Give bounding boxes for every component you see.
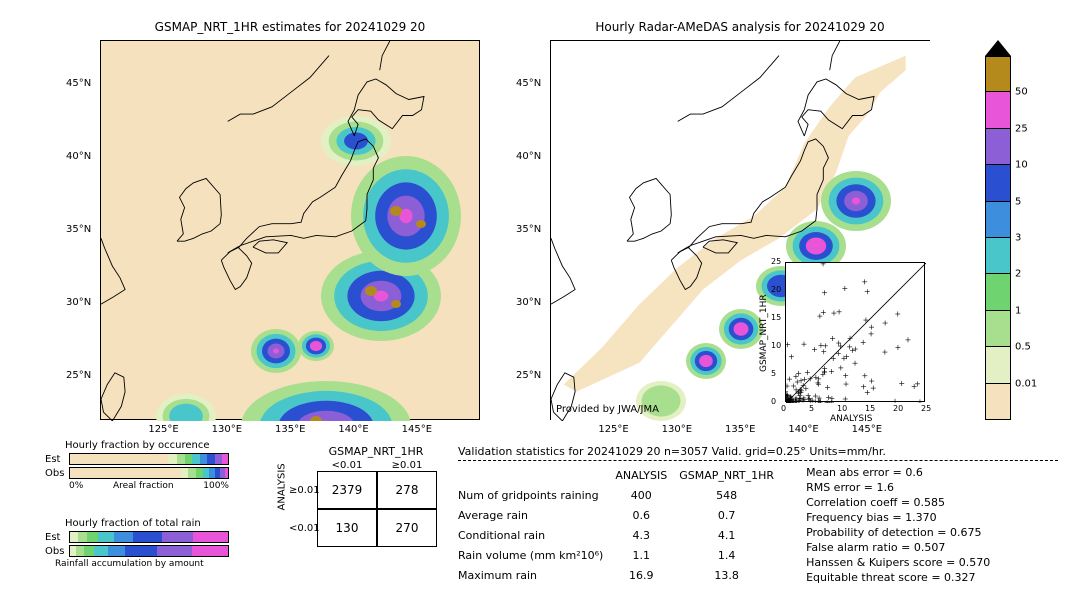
right-map-title: Hourly Radar-AMeDAS analysis for 2024102… xyxy=(550,20,930,34)
lon-tick: 145°E xyxy=(852,424,882,435)
left-map-panel xyxy=(100,40,480,420)
colorbar-tick: 2 xyxy=(1015,269,1021,280)
lat-tick: 40°N xyxy=(66,151,91,162)
validation-stats: Validation statistics for 20241029 20 n=… xyxy=(458,445,1058,585)
lon-tick: 140°E xyxy=(338,424,368,435)
lon-tick: 135°E xyxy=(275,424,305,435)
lat-tick: 45°N xyxy=(66,78,91,89)
lat-tick: 30°N xyxy=(516,297,541,308)
lon-tick: 130°E xyxy=(212,424,242,435)
validation-metrics: Mean abs error = 0.6RMS error = 1.6Corre… xyxy=(806,465,990,585)
colorbar-tick: 5 xyxy=(1015,196,1021,207)
validation-table: ANALYSISGSMAP_NRT_1HRNum of gridpoints r… xyxy=(458,465,786,585)
colorbar-tick: 10 xyxy=(1015,160,1028,171)
colorbar-tick: 0.01 xyxy=(1015,378,1037,389)
scatter-inset xyxy=(785,262,925,402)
colorbar-tick: 1 xyxy=(1015,305,1021,316)
lon-tick: 140°E xyxy=(788,424,818,435)
lat-tick: 35°N xyxy=(516,224,541,235)
lat-tick: 45°N xyxy=(516,78,541,89)
colorbar-tick: 25 xyxy=(1015,123,1028,134)
provider-note: Provided by JWA/JMA xyxy=(556,404,659,415)
lat-tick: 25°N xyxy=(516,370,541,381)
lat-tick: 35°N xyxy=(66,224,91,235)
left-map-title: GSMAP_NRT_1HR estimates for 20241029 20 xyxy=(100,20,480,34)
lat-tick: 25°N xyxy=(66,370,91,381)
contingency-table: GSMAP_NRT_1HRANALYSIS<0.01≥0.01≥0.012379… xyxy=(275,445,437,547)
colorbar: 0.010.51235102550 xyxy=(985,40,1011,420)
hourly-fraction-rain: Hourly fraction of total rainEstObsRainf… xyxy=(45,518,245,569)
colorbar-tick: 3 xyxy=(1015,233,1021,244)
hourly-fraction-occurrence: Hourly fraction by occurenceEstObs0%Area… xyxy=(45,440,245,491)
scatter-xlabel: ANALYSIS xyxy=(830,414,872,424)
lon-tick: 135°E xyxy=(725,424,755,435)
lat-tick: 40°N xyxy=(516,151,541,162)
colorbar-tick: 50 xyxy=(1015,87,1028,98)
scatter-ylabel: GSMAP_NRT_1HR xyxy=(759,294,769,372)
lon-tick: 130°E xyxy=(662,424,692,435)
lon-tick: 125°E xyxy=(598,424,628,435)
lon-tick: 125°E xyxy=(148,424,178,435)
lat-tick: 30°N xyxy=(66,297,91,308)
lon-tick: 145°E xyxy=(402,424,432,435)
colorbar-tick: 0.5 xyxy=(1015,342,1031,353)
